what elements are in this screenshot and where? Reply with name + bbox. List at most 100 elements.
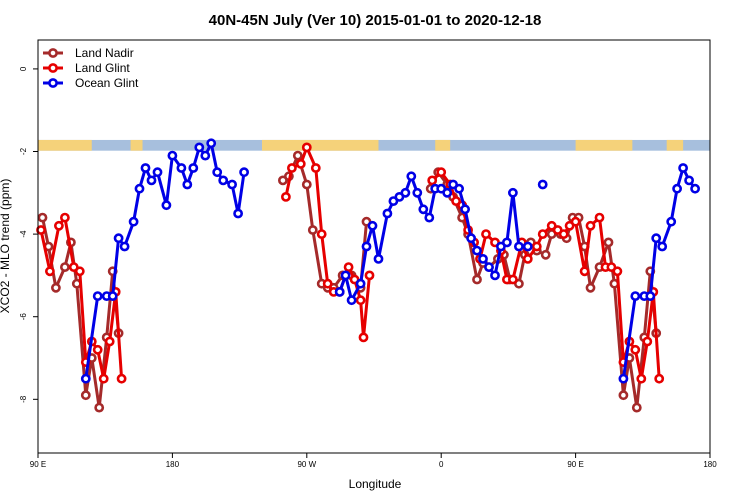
data-point-ocean-glint [478,253,488,264]
data-point-land-nadir [603,237,614,248]
data-point-land-nadir [37,212,48,223]
data-point-land-glint [301,142,312,153]
x-tick-label: 180 [703,460,717,469]
data-point-ocean-glint [146,175,157,186]
y-axis: 0 -2 -4 -6 -8 [19,66,38,403]
x-tick-label: 90 E [567,460,583,469]
data-point-ocean-glint [690,183,700,194]
land-band-segment [38,139,92,151]
data-point-land-glint [654,373,665,384]
data-point-land-glint [54,220,64,231]
data-point-ocean-glint [484,262,494,272]
data-point-land-glint [280,191,291,202]
data-point-land-nadir [60,262,70,272]
data-point-land-glint [594,212,605,223]
data-point-land-glint [630,344,641,355]
data-point-land-glint [60,212,70,223]
data-point-land-glint [322,278,333,289]
data-point-land-glint [585,220,596,231]
data-point-ocean-glint [684,175,694,186]
data-point-land-glint [74,266,85,277]
data-point-ocean-glint [194,142,205,153]
chart-title: 40N-45N July (Ver 10) 2015-01-01 to 2020… [209,12,542,29]
data-point-ocean-glint [657,241,668,252]
plot-frame [37,39,711,454]
legend-swatch-marker [48,78,58,88]
legend-label: Ocean Glint [75,76,139,90]
data-point-ocean-glint [218,175,229,186]
data-point-ocean-glint [355,278,366,289]
data-point-land-glint [45,266,55,277]
legend-label: Land Glint [75,61,130,75]
data-point-land-nadir [301,179,312,190]
land-ocean-band [38,139,710,151]
legend-item: Land Nadir [43,46,134,60]
legend-swatch-marker [48,48,58,58]
data-point-land-nadir [307,225,318,235]
data-point-land-glint [295,158,306,169]
data-point-ocean-glint [672,183,682,194]
data-point-ocean-glint [472,245,482,256]
data-point-ocean-glint [508,187,518,198]
data-point-ocean-glint [182,179,193,190]
data-point-land-nadir [618,390,629,401]
y-tick-label: 0 [19,66,28,71]
data-point-land-glint [508,274,518,285]
data-point-ocean-glint [406,171,417,182]
y-tick-label: -2 [19,147,28,155]
data-point-land-nadir [472,274,482,285]
data-point-ocean-glint [382,208,393,219]
data-point-land-glint [570,216,581,227]
data-point-ocean-glint [212,167,223,178]
land-band-segment [575,139,633,151]
data-point-ocean-glint [188,163,199,173]
data-point-ocean-glint [167,150,178,161]
data-point-land-glint [316,229,327,239]
series-ocean-glint [80,138,700,384]
data-point-ocean-glint [119,241,130,252]
data-point-ocean-glint [514,241,524,252]
data-point-land-glint [286,163,297,173]
data-point-land-glint [427,175,438,186]
data-point-ocean-glint [466,233,476,244]
data-point-land-glint [116,373,127,384]
data-point-land-nadir [540,249,551,260]
data-point-land-glint [358,332,369,343]
data-point-land-glint [612,266,623,277]
data-point-ocean-glint [176,163,187,173]
data-point-land-glint [343,262,354,272]
data-point-ocean-glint [412,187,423,198]
data-point-ocean-glint [666,216,677,227]
data-point-ocean-glint [418,204,429,215]
data-point-land-glint [522,253,533,264]
data-point-ocean-glint [346,295,357,306]
data-point-land-glint [481,229,491,239]
data-point-ocean-glint [618,373,629,384]
x-tick-label: 180 [166,460,180,469]
data-point-ocean-glint [227,179,237,190]
data-point-ocean-glint [361,241,372,252]
series-land-nadir [37,150,662,413]
land-band-segment [262,139,379,151]
data-point-ocean-glint [367,220,378,231]
data-point-ocean-glint [490,270,500,281]
data-point-ocean-glint [400,187,411,198]
land-band-segment [130,139,143,151]
data-point-ocean-glint [373,253,384,264]
data-point-land-glint [579,266,590,277]
y-tick-label: -6 [19,313,28,321]
data-point-ocean-glint [107,291,118,301]
data-point-ocean-glint [113,233,124,244]
data-point-land-glint [355,295,366,306]
data-point-land-glint [531,241,542,252]
data-point-ocean-glint [460,204,470,215]
data-point-ocean-glint [501,237,512,248]
data-point-land-glint [98,373,109,384]
legend-item: Land Glint [43,61,130,75]
series-line-land-nadir [41,217,121,410]
data-point-ocean-glint [233,208,243,219]
legend-label: Land Nadir [75,46,134,60]
data-point-ocean-glint [537,179,548,190]
